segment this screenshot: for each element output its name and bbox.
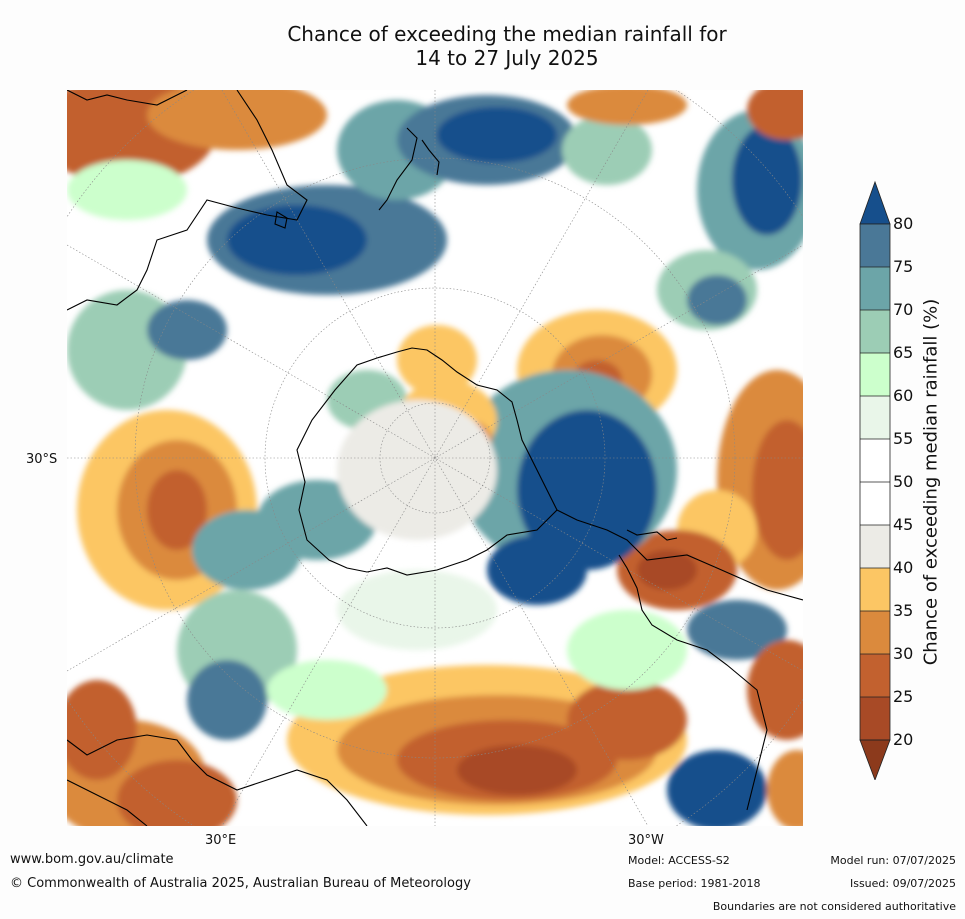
colorbar: [859, 180, 891, 780]
model-run-text: Model run: 07/07/2025: [830, 854, 956, 867]
map-title: Chance of exceeding the median rainfall …: [67, 22, 947, 70]
colorbar-tick-45: 45: [893, 515, 914, 534]
map-canvas: [67, 90, 803, 826]
colorbar-band-20-25: [860, 697, 890, 740]
issued-text: Issued: 09/07/2025: [849, 877, 956, 890]
colorbar-band-25-30: [860, 654, 890, 697]
colorbar-tick-50: 50: [893, 472, 914, 491]
colorbar-tick-80: 80: [893, 214, 914, 233]
colorbar-tick-55: 55: [893, 429, 914, 448]
colorbar-band-35-40: [860, 568, 890, 611]
colorbar-tick-60: 60: [893, 386, 914, 405]
colorbar-tick-25: 25: [893, 687, 914, 706]
base-period-text: Base period: 1981-2018: [628, 877, 761, 890]
colorbar-lower-arrow: [859, 739, 891, 780]
rainfall-shading: [67, 90, 803, 826]
model-text: Model: ACCESS-S2: [628, 854, 730, 867]
colorbar-band-40-45: [860, 525, 890, 568]
disclaimer-text: Boundaries are not considered authoritat…: [712, 900, 956, 913]
colorbar-title: Chance of exceeding median rainfall (%): [920, 298, 942, 666]
colorbar-tick-40: 40: [893, 558, 914, 577]
title-line-2: 14 to 27 July 2025: [415, 46, 599, 70]
lon-label-east: 30°E: [205, 833, 237, 848]
graticule: [67, 90, 803, 826]
colorbar-tick-30: 30: [893, 644, 914, 663]
colorbar-tick-70: 70: [893, 300, 914, 319]
colorbar-band-45-50: [860, 482, 890, 525]
colorbar-band-50-55: [860, 439, 890, 482]
colorbar-tick-35: 35: [893, 601, 914, 620]
rainfall-probability-map[interactable]: [67, 90, 803, 826]
colorbar-tick-65: 65: [893, 343, 914, 362]
colorbar-band-75-80: [860, 224, 890, 267]
colorbar-band-60-65: [860, 353, 890, 396]
website-link[interactable]: www.bom.gov.au/climate: [10, 852, 174, 867]
coastlines: [67, 90, 803, 826]
colorbar-band-70-75: [860, 267, 890, 310]
colorbar-tick-75: 75: [893, 257, 914, 276]
lon-label-west: 30°W: [628, 833, 664, 848]
copyright-text: © Commonwealth of Australia 2025, Austra…: [10, 876, 471, 891]
colorbar-tick-20: 20: [893, 730, 914, 749]
lat-label: 30°S: [26, 452, 58, 467]
colorbar-band-30-35: [860, 611, 890, 654]
colorbar-upper-arrow: [859, 180, 891, 225]
colorbar-band-55-60: [860, 396, 890, 439]
colorbar-band-65-70: [860, 310, 890, 353]
title-line-1: Chance of exceeding the median rainfall …: [287, 22, 727, 46]
